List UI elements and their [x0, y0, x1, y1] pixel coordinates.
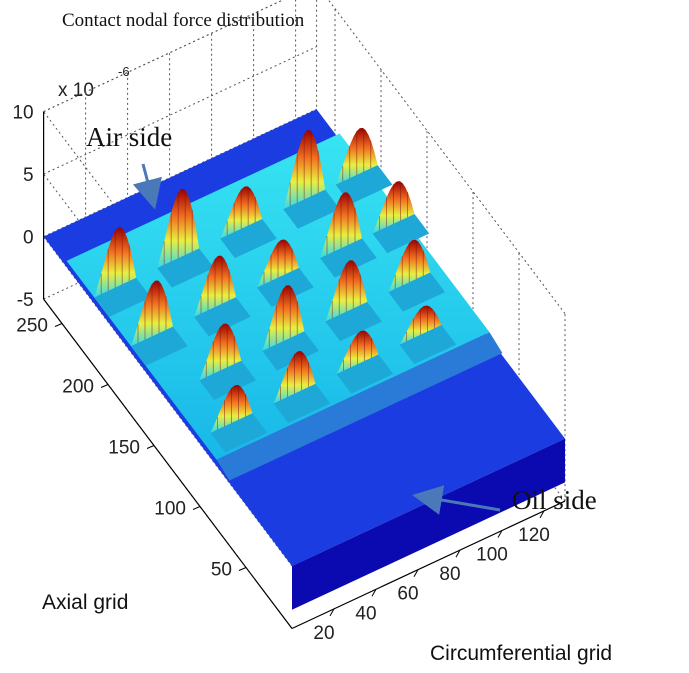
y-tick-label: 200	[62, 377, 94, 398]
annotation-air-side: Air side	[86, 122, 172, 152]
surface-plot	[44, 109, 565, 610]
x-tick-label: 120	[518, 525, 550, 546]
y-axis-label: Axial grid	[42, 591, 128, 614]
z-tick-label: 10	[12, 103, 33, 124]
x-tick-label: 80	[439, 564, 460, 585]
x-tick-label: 100	[476, 545, 508, 566]
x-tick-label: 60	[397, 584, 418, 605]
y-tick-label: 100	[154, 499, 186, 520]
x-axis-label: Circumferential grid	[430, 642, 612, 665]
annotation-oil-side: Oil side	[512, 485, 597, 515]
y-tick-label: 250	[16, 316, 48, 337]
z-multiplier-label: x 10	[58, 80, 94, 101]
z-tick-label: 0	[23, 228, 34, 249]
chart-title: Contact nodal force distribution	[62, 10, 305, 31]
x-tick-label: 20	[313, 623, 334, 644]
z-tick-label: 5	[23, 165, 34, 186]
z-tick-label: -5	[17, 290, 34, 311]
y-tick-label: 50	[211, 560, 232, 581]
y-tick-label: 150	[108, 438, 140, 459]
x-tick-label: 40	[355, 603, 376, 624]
z-axis-ticks: -5 0 5 10	[12, 103, 33, 312]
z-exponent-label: -6	[118, 64, 130, 79]
